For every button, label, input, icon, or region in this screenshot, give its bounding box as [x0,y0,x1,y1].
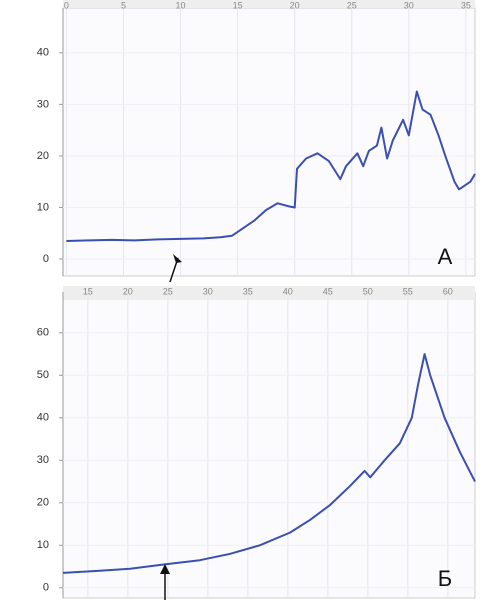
x-tick-label: 20 [123,286,133,296]
x-tick-label: 25 [347,0,357,10]
data-line [62,353,476,574]
x-tick-label: 35 [243,286,253,296]
x-tick-label: 5 [121,0,126,10]
panel-label: A [438,244,453,269]
y-tick-label: 10 [37,539,49,551]
x-tick-label: 35 [461,0,471,10]
x-tick-strip [63,286,475,300]
x-tick-strip [63,0,475,8]
y-tick-label: 40 [37,412,49,424]
x-tick-label: 60 [443,286,453,296]
x-tick-label: 50 [363,286,373,296]
x-tick-label: 25 [163,286,173,296]
plot-area [62,7,476,277]
x-tick-label: 55 [403,286,413,296]
y-tick-label: 0 [43,582,49,594]
x-tick-label: 0 [64,0,69,10]
y-tick-label: 40 [37,47,49,59]
panel-label: Б [438,566,452,591]
y-tick-label: 60 [37,327,49,339]
y-tick-label: 50 [37,369,49,381]
y-tick-label: 10 [37,201,49,213]
y-tick-label: 20 [37,497,49,509]
x-tick-label: 20 [290,0,300,10]
y-tick-label: 0 [43,253,49,265]
arrowhead-a [173,254,182,263]
x-tick-label: 40 [283,286,293,296]
x-tick-label: 45 [323,286,333,296]
data-line [66,90,476,242]
y-tick-label: 30 [37,98,49,110]
arrowhead-b [160,564,170,574]
x-tick-label: 30 [404,0,414,10]
y-tick-label: 30 [37,454,49,466]
plot-area [62,291,476,599]
x-tick-label: 15 [83,286,93,296]
y-tick-label: 20 [37,150,49,162]
x-tick-label: 30 [203,286,213,296]
x-tick-label: 15 [233,0,243,10]
x-tick-label: 10 [176,0,186,10]
